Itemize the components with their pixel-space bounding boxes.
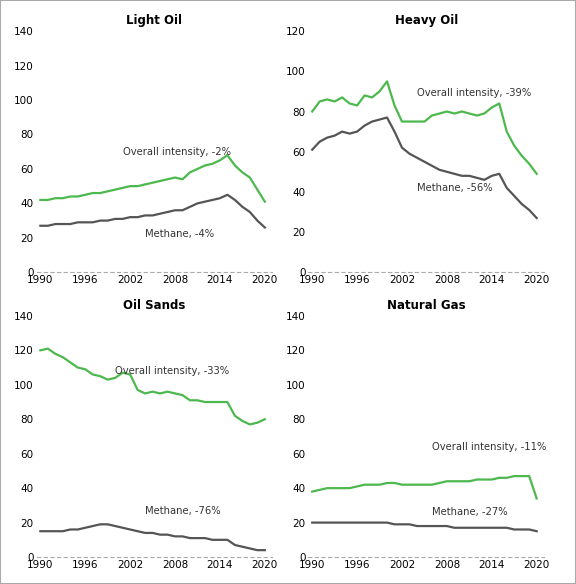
Title: Light Oil: Light Oil <box>127 14 183 27</box>
Text: Methane, -76%: Methane, -76% <box>145 506 221 516</box>
Text: Overall intensity, -2%: Overall intensity, -2% <box>123 147 230 157</box>
Text: Methane, -56%: Methane, -56% <box>417 183 492 193</box>
Title: Heavy Oil: Heavy Oil <box>395 14 458 27</box>
Text: Overall intensity, -33%: Overall intensity, -33% <box>115 366 229 376</box>
Text: Overall intensity, -11%: Overall intensity, -11% <box>432 442 546 452</box>
Text: Methane, -27%: Methane, -27% <box>432 507 507 517</box>
Text: Overall intensity, -39%: Overall intensity, -39% <box>417 88 531 99</box>
Text: Methane, -4%: Methane, -4% <box>145 230 214 239</box>
Title: Natural Gas: Natural Gas <box>387 299 465 312</box>
Title: Oil Sands: Oil Sands <box>123 299 185 312</box>
